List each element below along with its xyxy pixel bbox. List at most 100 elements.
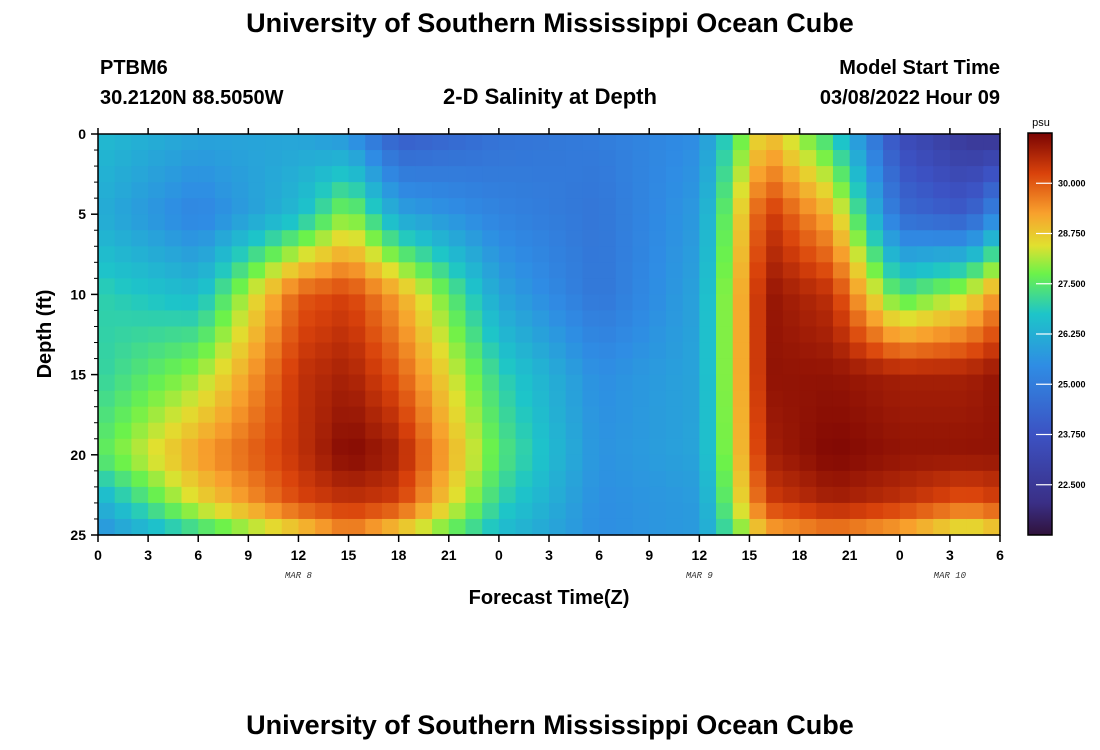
heatmap-cell	[949, 278, 968, 295]
heatmap-cell	[432, 358, 450, 376]
heatmap-cell	[699, 230, 717, 247]
heatmap-cell	[114, 182, 132, 199]
heatmap-cell	[549, 214, 567, 231]
heatmap-cell	[482, 374, 500, 392]
heatmap-cell	[565, 214, 583, 231]
heatmap-cell	[265, 358, 283, 376]
heatmap-cell	[799, 470, 817, 488]
heatmap-cell	[231, 246, 249, 263]
heatmap-cell	[665, 358, 684, 376]
heatmap-cell	[816, 150, 834, 167]
heatmap-cell	[198, 166, 216, 183]
heatmap-cell	[398, 182, 416, 199]
heatmap-cell	[432, 262, 450, 279]
heatmap-cell	[699, 150, 717, 167]
heatmap-cell	[131, 294, 149, 312]
heatmap-cell	[415, 326, 433, 344]
heatmap-cell	[315, 518, 333, 536]
heatmap-cell	[849, 230, 867, 247]
heatmap-cell	[315, 358, 333, 376]
heatmap-cell	[632, 182, 650, 199]
heatmap-cell	[515, 422, 533, 440]
heatmap-cell	[615, 166, 634, 183]
heatmap-cell	[515, 326, 533, 344]
heatmap-cell	[482, 406, 500, 424]
heatmap-cell	[148, 278, 166, 295]
heatmap-cell	[749, 230, 767, 247]
heatmap-cell	[716, 230, 734, 247]
heatmap-cell	[532, 134, 550, 151]
heatmap-cell	[832, 390, 851, 408]
heatmap-cell	[883, 150, 901, 167]
heatmap-cell	[164, 150, 183, 167]
heatmap-cell	[281, 358, 300, 376]
heatmap-cell	[265, 134, 283, 151]
heatmap-cell	[482, 182, 500, 199]
heatmap-cell	[849, 486, 867, 504]
heatmap-cell	[448, 166, 467, 183]
heatmap-cell	[198, 198, 216, 215]
heatmap-cell	[732, 342, 751, 360]
heatmap-cell	[966, 518, 984, 536]
heatmap-cell	[231, 150, 249, 167]
heatmap-cell	[883, 438, 901, 456]
heatmap-cell	[148, 374, 166, 392]
heatmap-cell	[298, 390, 316, 408]
heatmap-cell	[732, 390, 751, 408]
heatmap-cell	[231, 470, 249, 488]
heatmap-cell	[849, 262, 867, 279]
heatmap-cell	[916, 134, 934, 151]
heatmap-cell	[498, 166, 517, 183]
heatmap-cell	[565, 374, 583, 392]
heatmap-cell	[515, 438, 533, 456]
heatmap-cell	[298, 150, 316, 167]
heatmap-cell	[849, 214, 867, 231]
heatmap-cell	[114, 374, 132, 392]
heatmap-cell	[248, 262, 266, 279]
heatmap-cell	[315, 278, 333, 295]
heatmap-cell	[682, 454, 700, 472]
heatmap-cell	[515, 214, 533, 231]
heatmap-cell	[482, 134, 500, 151]
heatmap-cell	[231, 198, 249, 215]
heatmap-cell	[231, 438, 249, 456]
heatmap-cell	[816, 342, 834, 360]
heatmap-cell	[432, 422, 450, 440]
heatmap-cell	[716, 278, 734, 295]
heatmap-cell	[883, 470, 901, 488]
heatmap-cell	[883, 310, 901, 328]
heatmap-cell	[448, 310, 467, 328]
heatmap-cell	[315, 342, 333, 360]
heatmap-cell	[114, 134, 132, 151]
heatmap-cell	[933, 438, 951, 456]
heatmap-cell	[749, 406, 767, 424]
heatmap-cell	[699, 358, 717, 376]
heatmap-cell	[381, 374, 400, 392]
heatmap-cell	[198, 150, 216, 167]
heatmap-cell	[899, 374, 918, 392]
heatmap-cell	[214, 182, 233, 199]
heatmap-cell	[148, 454, 166, 472]
heatmap-cell	[331, 438, 350, 456]
heatmap-cell	[532, 326, 550, 344]
heatmap-cell	[749, 182, 767, 199]
heatmap-cell	[432, 390, 450, 408]
heatmap-cell	[248, 182, 266, 199]
heatmap-cell	[699, 278, 717, 295]
heatmap-cell	[983, 374, 1001, 392]
heatmap-cell	[498, 198, 517, 215]
heatmap-cell	[766, 422, 784, 440]
heatmap-cell	[816, 246, 834, 263]
heatmap-cell	[315, 470, 333, 488]
heatmap-cell	[298, 262, 316, 279]
heatmap-cell	[916, 166, 934, 183]
heatmap-cell	[832, 358, 851, 376]
heatmap-cell	[599, 390, 617, 408]
heatmap-cell	[682, 150, 700, 167]
station-coords: 30.2120N 88.5050W	[100, 87, 284, 109]
heatmap-cell	[883, 406, 901, 424]
heatmap-cell	[131, 470, 149, 488]
heatmap-cell	[181, 198, 199, 215]
heatmap-cell	[849, 470, 867, 488]
heatmap-cell	[565, 150, 583, 167]
